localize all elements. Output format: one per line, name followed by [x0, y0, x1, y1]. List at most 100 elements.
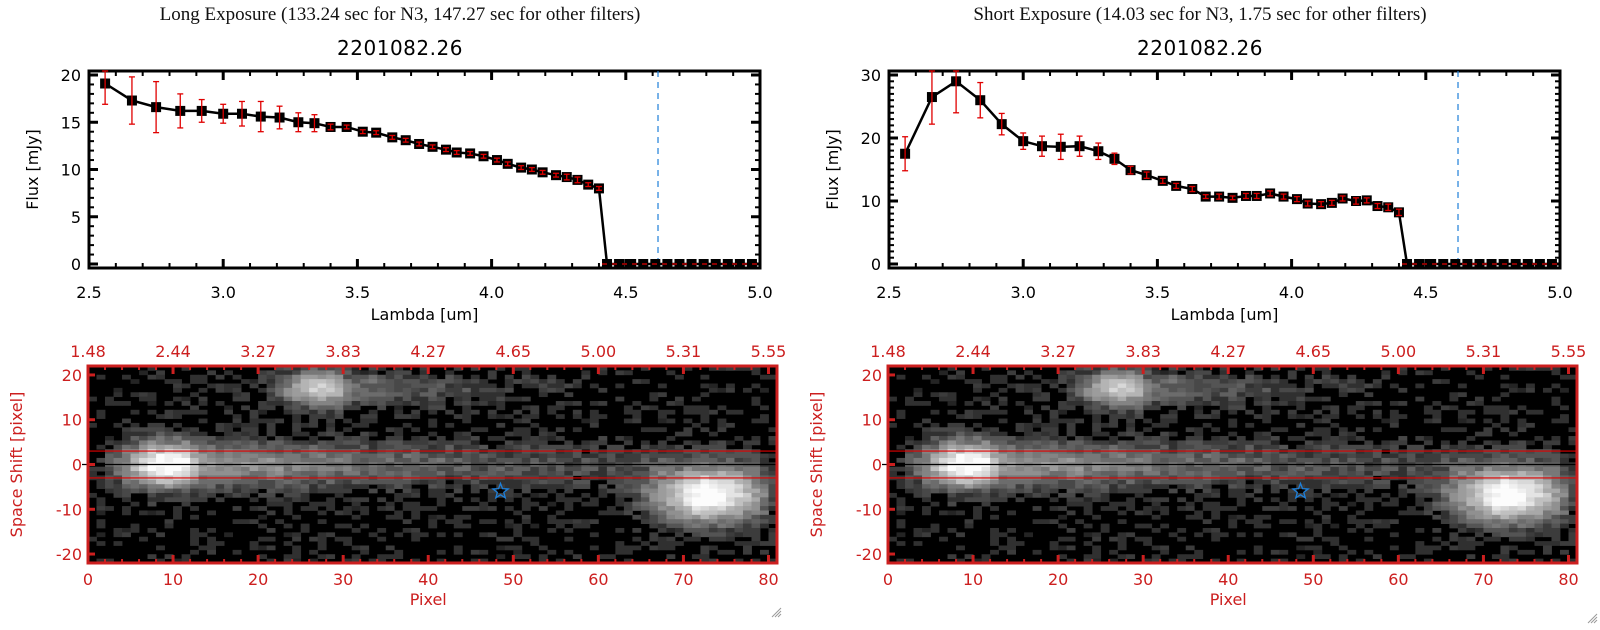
- image-pixel: [1440, 484, 1450, 489]
- image-pixel: [428, 514, 438, 520]
- image-pixel: [1253, 453, 1263, 459]
- image-pixel: [1338, 440, 1348, 446]
- image-pixel: [572, 497, 582, 503]
- image-pixel: [1466, 418, 1476, 424]
- image-pixel: [96, 414, 106, 419]
- image-pixel: [1398, 466, 1408, 472]
- top-wavelength-label: 1.48: [870, 342, 906, 361]
- image-pixel: [1313, 532, 1323, 538]
- image-pixel: [1508, 479, 1518, 485]
- image-pixel: [1313, 549, 1323, 555]
- image-pixel: [896, 374, 906, 380]
- image-pixel: [1262, 444, 1272, 450]
- image-pixel: [939, 488, 948, 494]
- image-pixel: [1211, 479, 1221, 485]
- image-pixel: [445, 492, 455, 498]
- image-pixel: [309, 471, 319, 476]
- image-pixel: [964, 401, 974, 406]
- image-pixel: [1083, 479, 1093, 485]
- image-pixel: [981, 396, 991, 402]
- image-pixel: [1066, 379, 1076, 384]
- image-pixel: [657, 492, 667, 498]
- image-pixel: [1449, 501, 1459, 507]
- image-pixel: [156, 484, 165, 489]
- resize-grip-icon[interactable]: [770, 606, 782, 618]
- image-pixel: [521, 374, 531, 380]
- image-pixel: [759, 514, 769, 520]
- image-pixel: [717, 492, 727, 498]
- image-pixel: [632, 506, 642, 511]
- image-pixel: [759, 484, 769, 489]
- image-pixel: [1406, 457, 1416, 463]
- image-pixel: [691, 479, 701, 485]
- image-pixel: [377, 440, 387, 446]
- image-pixel: [224, 471, 234, 476]
- image-pixel: [1296, 471, 1306, 476]
- image-pixel: [1491, 506, 1501, 511]
- image-pixel: [1211, 514, 1221, 520]
- image-pixel: [751, 527, 761, 533]
- image-pixel: [1143, 488, 1153, 494]
- image-pixel: [1092, 379, 1102, 384]
- image-pixel: [1066, 466, 1076, 472]
- image-pixel: [1372, 497, 1382, 503]
- image-pixel: [1151, 396, 1161, 402]
- image-pixel: [1041, 471, 1051, 476]
- image-pixel: [1211, 471, 1221, 476]
- image-pixel: [956, 532, 965, 538]
- image-pixel: [623, 545, 633, 551]
- image-pixel: [657, 510, 667, 516]
- image-pixel: [1432, 497, 1442, 503]
- image-pixel: [1457, 453, 1467, 459]
- image-pixel: [224, 466, 234, 472]
- image-pixel: [708, 471, 718, 476]
- image-pixel: [147, 436, 157, 441]
- image-pixel: [1483, 366, 1493, 371]
- image-pixel: [742, 527, 752, 533]
- image-pixel: [734, 479, 744, 485]
- image-pixel: [1321, 457, 1331, 463]
- image-pixel: [343, 541, 353, 546]
- image-pixel: [258, 466, 268, 472]
- image-pixel: [377, 444, 387, 450]
- image-pixel: [1236, 453, 1246, 459]
- image-pixel: [156, 488, 165, 494]
- image-pixel: [1049, 440, 1059, 446]
- image-pixel: [334, 440, 344, 446]
- image-pixel: [402, 440, 412, 446]
- image-pixel: [1117, 387, 1127, 393]
- image-pixel: [1364, 497, 1374, 503]
- image-pixel: [1245, 471, 1255, 476]
- image-pixel: [1151, 457, 1161, 463]
- image-pixel: [1083, 541, 1093, 546]
- image-pixel: [598, 457, 608, 463]
- image-pixel: [581, 501, 591, 507]
- image-pixel: [913, 387, 923, 393]
- image-pixel: [385, 506, 395, 511]
- image-pixel: [1330, 471, 1340, 476]
- image-pixel: [351, 440, 361, 446]
- image-pixel: [930, 444, 940, 450]
- image-pixel: [1517, 444, 1527, 450]
- image-pixel: [922, 457, 931, 463]
- image-pixel: [666, 409, 676, 415]
- image-pixel: [1568, 536, 1578, 542]
- image-pixel: [1304, 414, 1314, 419]
- image-pixel: [334, 396, 344, 402]
- image-pixel: [377, 466, 387, 472]
- image-pixel: [1423, 418, 1433, 424]
- image-pixel: [249, 497, 259, 503]
- image-pixel: [1457, 427, 1467, 433]
- image-pixel: [1100, 488, 1110, 494]
- image-pixel: [1483, 527, 1493, 533]
- image-pixel: [1109, 453, 1119, 459]
- image-pixel: [1228, 405, 1238, 411]
- image-pixel: [700, 409, 710, 415]
- image-pixel: [139, 431, 148, 437]
- image-pixel: [1457, 523, 1467, 529]
- image-pixel: [487, 409, 497, 415]
- image-pixel: [1313, 409, 1323, 415]
- image-pixel: [564, 457, 574, 463]
- image-pixel: [275, 479, 285, 485]
- image-pixel: [964, 519, 974, 524]
